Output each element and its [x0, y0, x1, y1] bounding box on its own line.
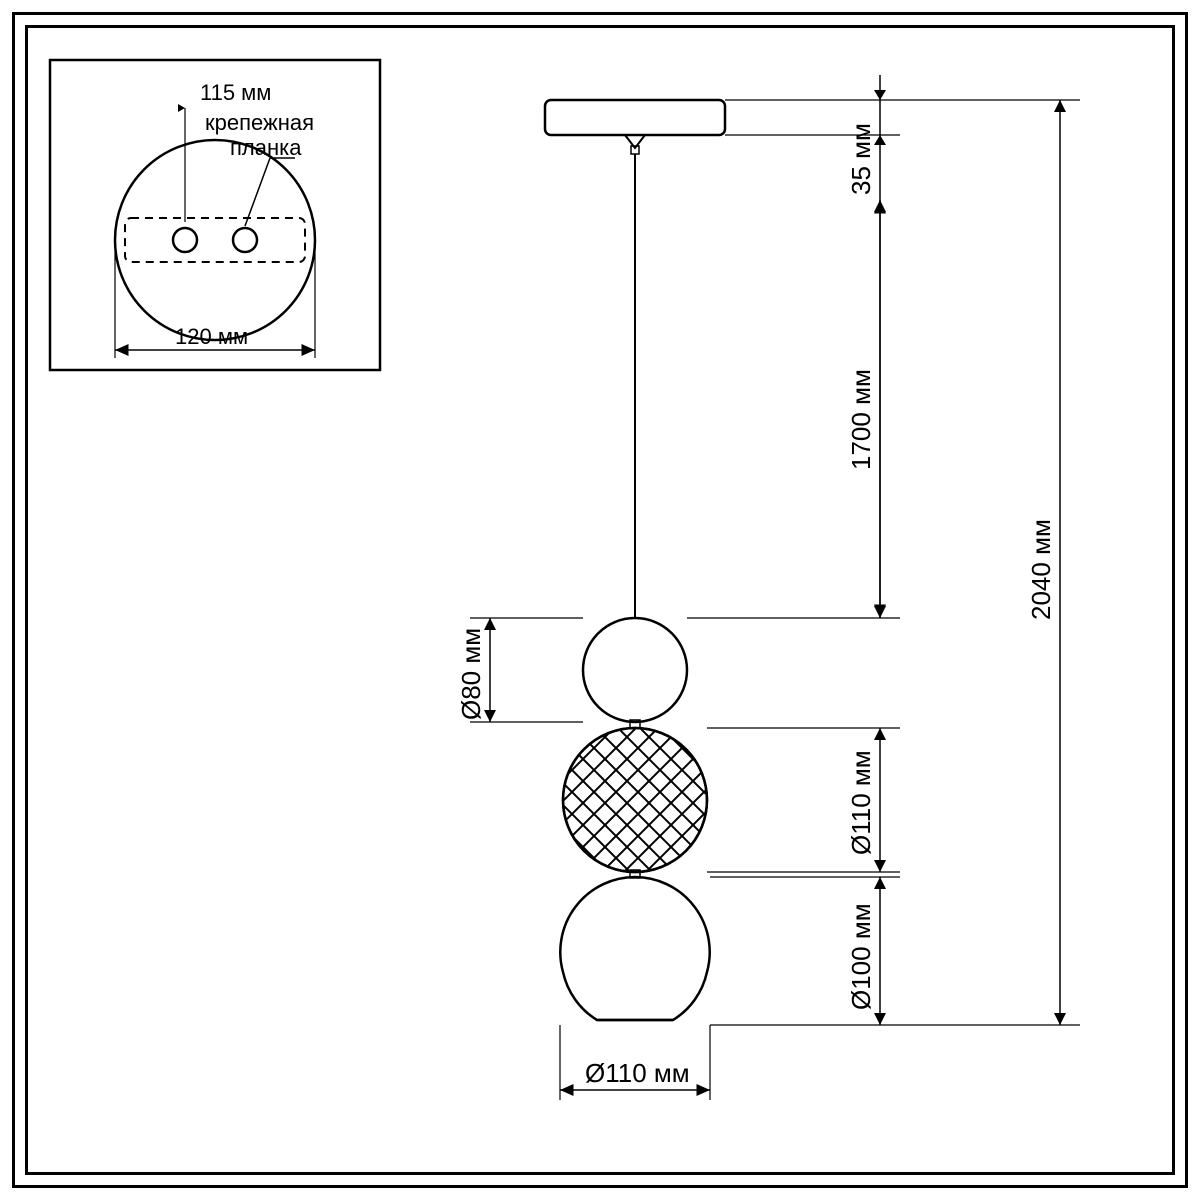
inner-frame — [25, 25, 1175, 1175]
